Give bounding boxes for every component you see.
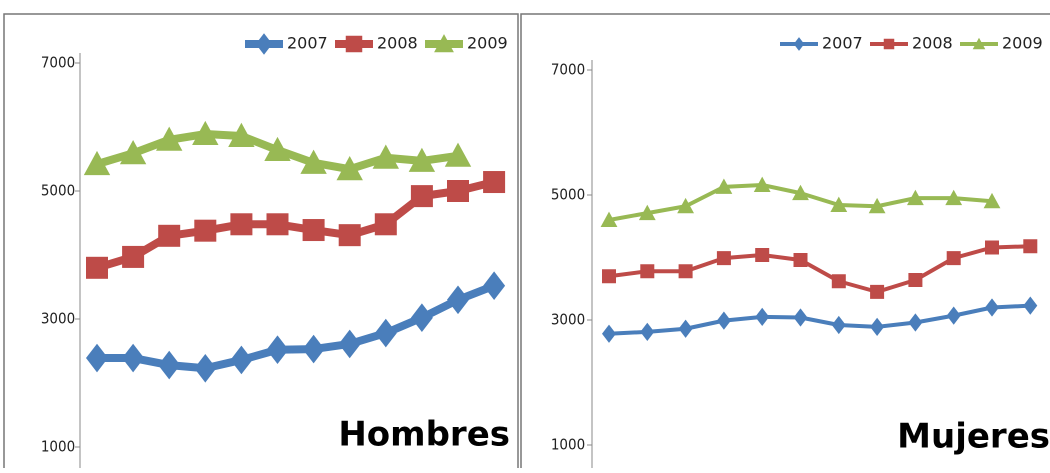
data-point xyxy=(678,264,693,279)
data-point xyxy=(194,353,217,383)
panel-border xyxy=(520,13,1050,473)
data-point xyxy=(374,318,397,348)
data-point xyxy=(158,350,181,380)
data-point xyxy=(119,140,147,165)
data-point xyxy=(755,307,770,326)
y-tick-label: 7000 xyxy=(551,61,585,79)
legend-marker xyxy=(434,34,454,53)
y-tick-label: 5000 xyxy=(551,186,585,204)
data-point xyxy=(1023,296,1038,315)
series-line xyxy=(608,303,1031,336)
data-point xyxy=(793,253,808,267)
data-point xyxy=(338,224,361,247)
data-point xyxy=(447,180,469,202)
legend-marker xyxy=(255,33,273,55)
data-point xyxy=(907,189,924,206)
legend-label: 2009 xyxy=(1002,34,1043,53)
data-point xyxy=(266,213,289,236)
data-point xyxy=(408,147,436,172)
data-point xyxy=(192,120,219,146)
panel-border xyxy=(3,13,519,473)
legend-label: 2009 xyxy=(467,34,508,53)
data-point xyxy=(410,185,433,208)
data-point xyxy=(715,178,733,194)
data-point xyxy=(374,213,397,236)
y-tick-label: 1000 xyxy=(41,438,75,456)
data-point xyxy=(302,219,325,242)
legend-marker xyxy=(972,37,986,50)
data-point xyxy=(122,343,145,373)
data-point xyxy=(86,343,108,373)
data-point xyxy=(985,240,999,255)
annotation: Mujeres xyxy=(897,417,1050,457)
data-point xyxy=(638,204,656,221)
data-point xyxy=(264,136,291,162)
data-point xyxy=(483,271,506,301)
data-point xyxy=(908,273,923,287)
data-point xyxy=(870,317,885,336)
data-point xyxy=(945,189,963,206)
data-point xyxy=(831,315,846,335)
legend-marker xyxy=(883,38,895,50)
data-point xyxy=(677,197,694,214)
data-point xyxy=(194,219,217,242)
data-point xyxy=(753,176,771,192)
data-point xyxy=(300,149,327,174)
legend-label: 2007 xyxy=(287,34,328,53)
data-point xyxy=(266,335,289,365)
data-point xyxy=(792,184,809,201)
data-point xyxy=(602,324,616,343)
data-point xyxy=(830,196,848,212)
legend-label: 2007 xyxy=(822,34,863,53)
data-point xyxy=(410,303,433,333)
data-point xyxy=(483,171,506,194)
data-point xyxy=(230,345,253,375)
data-point xyxy=(447,285,469,315)
data-point xyxy=(122,245,145,268)
data-point xyxy=(946,306,961,325)
data-point xyxy=(831,274,846,289)
data-point xyxy=(302,334,325,364)
data-point xyxy=(946,251,961,266)
data-point xyxy=(602,269,616,284)
data-point xyxy=(640,322,655,341)
data-point xyxy=(228,122,255,147)
y-tick-label: 5000 xyxy=(41,182,75,200)
annotation: Hombres xyxy=(338,415,510,455)
series-line xyxy=(97,281,496,373)
data-point xyxy=(640,264,655,279)
legend-label: 2008 xyxy=(377,34,418,53)
data-point xyxy=(868,197,886,214)
data-point xyxy=(83,150,111,176)
legend-marker xyxy=(345,35,363,53)
data-point xyxy=(230,213,253,236)
y-tick-label: 3000 xyxy=(551,311,585,329)
data-point xyxy=(158,224,181,247)
y-tick-label: 3000 xyxy=(41,310,75,328)
data-point xyxy=(444,142,472,167)
series-line xyxy=(608,244,1031,294)
data-point xyxy=(336,156,363,181)
data-point xyxy=(600,211,618,227)
data-point xyxy=(86,256,108,279)
data-point xyxy=(983,192,1001,209)
series-line xyxy=(95,178,496,272)
legend-label: 2008 xyxy=(912,34,953,53)
data-point xyxy=(985,298,999,317)
data-point xyxy=(870,284,885,299)
data-point xyxy=(908,313,923,332)
data-point xyxy=(156,126,183,151)
data-point xyxy=(755,248,770,262)
data-point xyxy=(678,319,693,338)
data-point xyxy=(1023,239,1038,254)
data-point xyxy=(793,308,808,327)
y-tick-label: 7000 xyxy=(41,54,75,72)
data-point xyxy=(338,329,361,359)
data-point xyxy=(716,251,731,266)
legend-marker xyxy=(793,37,805,51)
y-tick-label: 1000 xyxy=(551,436,585,454)
data-point xyxy=(716,311,731,330)
data-point xyxy=(372,144,399,169)
